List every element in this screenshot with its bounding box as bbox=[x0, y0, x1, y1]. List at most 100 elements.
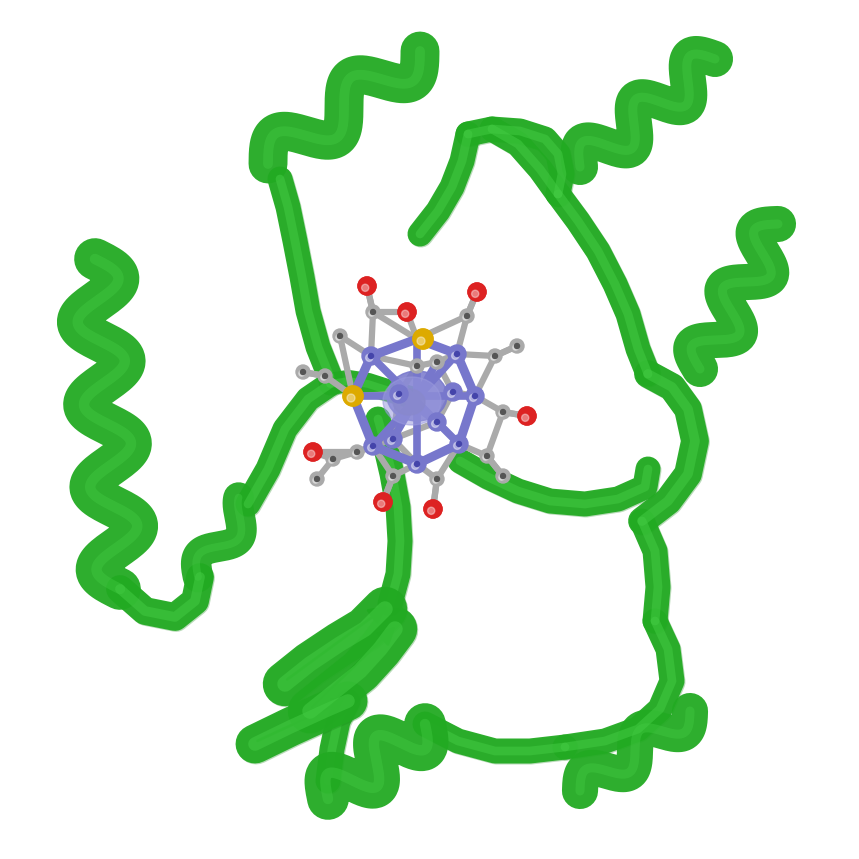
Ellipse shape bbox=[448, 390, 454, 398]
Ellipse shape bbox=[496, 405, 510, 419]
Ellipse shape bbox=[444, 383, 462, 401]
Ellipse shape bbox=[405, 309, 410, 314]
Ellipse shape bbox=[413, 329, 433, 349]
Ellipse shape bbox=[521, 414, 529, 422]
Ellipse shape bbox=[456, 442, 461, 447]
Ellipse shape bbox=[463, 314, 468, 320]
Ellipse shape bbox=[304, 443, 322, 461]
Ellipse shape bbox=[472, 290, 478, 297]
Ellipse shape bbox=[387, 437, 395, 444]
Ellipse shape bbox=[347, 394, 355, 402]
Ellipse shape bbox=[525, 413, 529, 418]
Ellipse shape bbox=[402, 310, 409, 317]
Ellipse shape bbox=[452, 352, 459, 359]
Ellipse shape bbox=[308, 450, 314, 457]
Ellipse shape bbox=[424, 500, 442, 518]
Ellipse shape bbox=[465, 314, 470, 319]
Ellipse shape bbox=[320, 375, 326, 381]
Ellipse shape bbox=[454, 351, 460, 356]
Ellipse shape bbox=[366, 305, 380, 319]
Ellipse shape bbox=[338, 333, 343, 338]
Ellipse shape bbox=[343, 386, 363, 406]
Ellipse shape bbox=[331, 456, 336, 461]
Ellipse shape bbox=[296, 365, 310, 379]
Ellipse shape bbox=[490, 355, 497, 360]
Ellipse shape bbox=[515, 344, 520, 349]
Ellipse shape bbox=[397, 392, 401, 397]
Ellipse shape bbox=[501, 410, 505, 415]
Ellipse shape bbox=[391, 436, 395, 442]
Ellipse shape bbox=[374, 493, 392, 511]
Ellipse shape bbox=[362, 284, 369, 291]
Ellipse shape bbox=[362, 284, 369, 290]
Ellipse shape bbox=[329, 458, 334, 463]
Ellipse shape bbox=[496, 469, 510, 483]
Ellipse shape bbox=[417, 337, 425, 345]
Ellipse shape bbox=[472, 393, 478, 399]
Ellipse shape bbox=[413, 329, 433, 349]
Ellipse shape bbox=[370, 309, 375, 314]
Ellipse shape bbox=[501, 473, 505, 478]
Ellipse shape bbox=[310, 472, 324, 486]
Ellipse shape bbox=[433, 478, 438, 484]
Ellipse shape bbox=[408, 455, 426, 473]
Ellipse shape bbox=[472, 290, 478, 296]
Ellipse shape bbox=[336, 335, 341, 340]
Ellipse shape bbox=[523, 415, 528, 420]
Ellipse shape bbox=[450, 389, 455, 394]
Ellipse shape bbox=[378, 500, 385, 508]
Ellipse shape bbox=[381, 499, 386, 504]
Ellipse shape bbox=[369, 354, 374, 358]
Ellipse shape bbox=[413, 364, 418, 370]
Ellipse shape bbox=[403, 311, 408, 316]
Ellipse shape bbox=[366, 354, 373, 362]
Ellipse shape bbox=[466, 387, 484, 405]
Ellipse shape bbox=[322, 374, 327, 379]
Ellipse shape bbox=[314, 477, 320, 482]
Ellipse shape bbox=[499, 475, 504, 480]
Ellipse shape bbox=[386, 469, 400, 483]
Ellipse shape bbox=[468, 283, 486, 301]
Ellipse shape bbox=[460, 309, 474, 323]
Ellipse shape bbox=[474, 289, 479, 295]
Ellipse shape bbox=[521, 414, 529, 422]
Ellipse shape bbox=[430, 355, 444, 369]
Ellipse shape bbox=[369, 311, 375, 316]
Ellipse shape bbox=[428, 507, 435, 515]
Ellipse shape bbox=[470, 394, 477, 401]
Ellipse shape bbox=[368, 444, 375, 451]
Ellipse shape bbox=[431, 420, 439, 428]
Ellipse shape bbox=[415, 461, 419, 466]
Ellipse shape bbox=[306, 445, 320, 459]
Ellipse shape bbox=[424, 500, 442, 518]
Ellipse shape bbox=[301, 369, 306, 375]
Ellipse shape bbox=[435, 419, 440, 424]
Ellipse shape bbox=[492, 354, 497, 358]
Ellipse shape bbox=[304, 443, 322, 461]
Ellipse shape bbox=[510, 339, 524, 353]
Ellipse shape bbox=[313, 478, 319, 484]
Ellipse shape bbox=[393, 393, 401, 399]
Ellipse shape bbox=[480, 449, 494, 463]
Ellipse shape bbox=[398, 303, 416, 321]
Ellipse shape bbox=[520, 409, 534, 423]
Ellipse shape bbox=[391, 473, 395, 478]
Ellipse shape bbox=[429, 508, 435, 513]
Ellipse shape bbox=[374, 493, 392, 511]
Ellipse shape bbox=[417, 337, 425, 345]
Ellipse shape bbox=[400, 305, 414, 319]
Ellipse shape bbox=[390, 385, 408, 403]
Ellipse shape bbox=[378, 500, 385, 508]
Ellipse shape bbox=[347, 394, 355, 402]
Ellipse shape bbox=[333, 329, 347, 343]
Ellipse shape bbox=[350, 445, 364, 459]
Ellipse shape bbox=[470, 285, 484, 299]
Ellipse shape bbox=[360, 279, 374, 293]
Ellipse shape bbox=[484, 454, 490, 459]
Ellipse shape bbox=[454, 442, 460, 449]
Ellipse shape bbox=[355, 449, 360, 454]
Ellipse shape bbox=[343, 386, 363, 406]
Ellipse shape bbox=[376, 495, 390, 509]
Ellipse shape bbox=[411, 462, 419, 469]
Ellipse shape bbox=[468, 283, 486, 301]
